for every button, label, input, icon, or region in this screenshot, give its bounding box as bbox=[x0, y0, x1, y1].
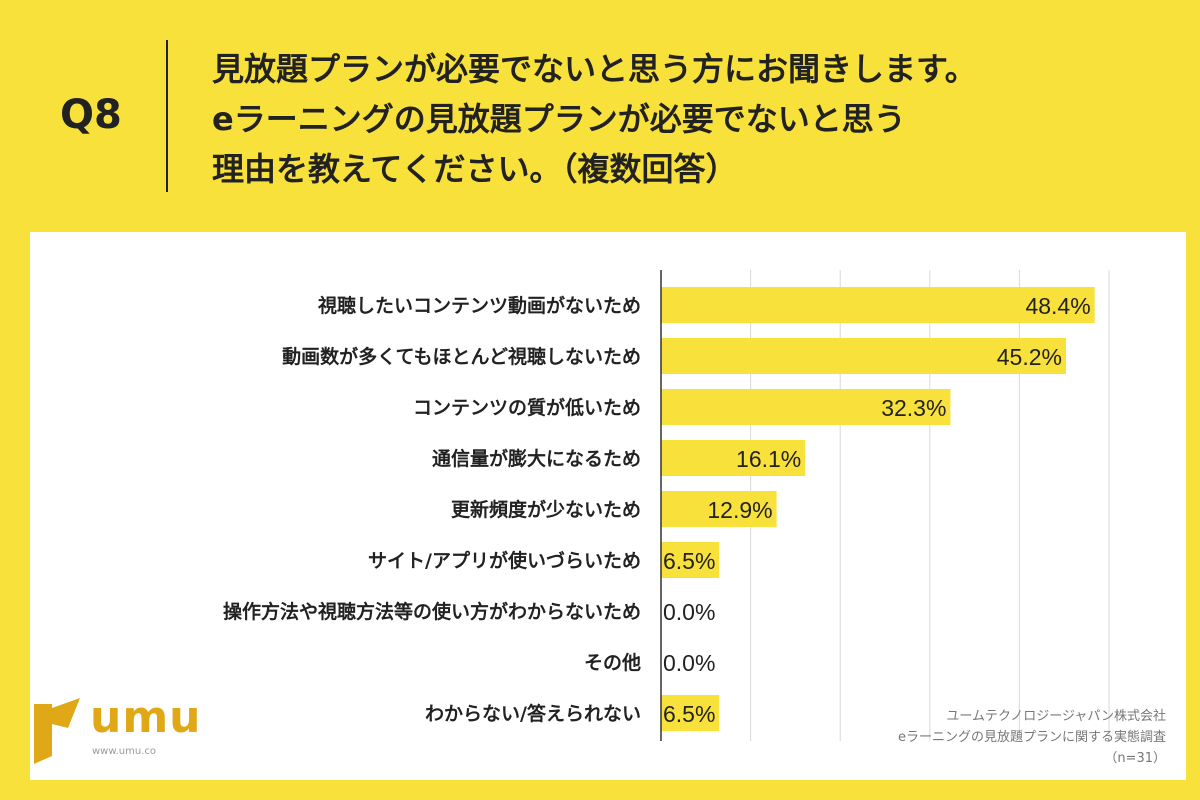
value-label: 0.0% bbox=[663, 650, 715, 676]
logo-text: umu bbox=[90, 692, 202, 743]
source-company: ユームテクノロジージャパン株式会社 bbox=[946, 709, 1166, 724]
bar-chart: 視聴したいコンテンツ動画がないため 48.4% 動画数が多くてもほとんど視聴しないた… bbox=[223, 270, 1110, 741]
category-label: わからない/答えられない bbox=[425, 702, 641, 725]
bar bbox=[661, 695, 720, 731]
bar bbox=[661, 338, 1066, 374]
value-label: 48.4% bbox=[1025, 293, 1090, 319]
question-divider bbox=[166, 40, 168, 192]
category-label: その他 bbox=[584, 651, 641, 674]
question-line: eラーニングの見放題プランが必要でないと思う bbox=[212, 100, 906, 138]
question-text: 見放題プランが必要でないと思う方にお聞きします。 eラーニングの見放題プランが必… bbox=[212, 44, 1172, 194]
bar bbox=[661, 389, 951, 425]
category-label: 更新頻度が少ないため bbox=[451, 498, 641, 521]
value-label: 16.1% bbox=[736, 446, 801, 472]
question-line: 見放題プランが必要でないと思う方にお聞きします。 bbox=[212, 50, 977, 88]
value-label: 0.0% bbox=[663, 599, 715, 625]
category-label: コンテンツの質が低いため bbox=[413, 396, 641, 419]
bar bbox=[661, 440, 806, 476]
value-label: 32.3% bbox=[881, 395, 946, 421]
bar bbox=[661, 491, 777, 527]
value-label: 6.5% bbox=[663, 548, 715, 574]
category-label: 通信量が膨大になるため bbox=[432, 447, 641, 470]
question-header: Q8 見放題プランが必要でないと思う方にお聞きします。 eラーニングの見放題プラ… bbox=[0, 0, 1200, 232]
question-number: Q8 bbox=[60, 92, 122, 138]
value-label: 12.9% bbox=[707, 497, 772, 523]
category-label: 動画数が多くてもほとんど視聴しないため bbox=[282, 345, 641, 368]
category-label: 視聴したいコンテンツ動画がないため bbox=[317, 294, 641, 317]
source-survey: eラーニングの見放題プランに関する実態調査 bbox=[898, 730, 1166, 745]
category-label: サイト/アプリが使いづらいため bbox=[368, 549, 641, 572]
logo-mark-icon bbox=[34, 698, 80, 764]
source-note: ユームテクノロジージャパン株式会社 eラーニングの見放題プランに関する実態調査 … bbox=[898, 706, 1166, 769]
bar bbox=[661, 287, 1095, 323]
umu-logo: umu www.umu.co bbox=[30, 692, 230, 782]
category-label: 操作方法や視聴方法等の使い方がわからないため bbox=[223, 600, 641, 623]
chart-panel: 視聴したいコンテンツ動画がないため 48.4% 動画数が多くてもほとんど視聴しないた… bbox=[30, 232, 1186, 780]
value-label: 45.2% bbox=[997, 344, 1062, 370]
question-line: 理由を教えてください。（複数回答） bbox=[212, 150, 738, 188]
logo-url: www.umu.co bbox=[92, 746, 157, 757]
value-label: 6.5% bbox=[663, 701, 715, 727]
source-sample-size: （n=31） bbox=[1104, 751, 1166, 766]
bar bbox=[661, 542, 720, 578]
